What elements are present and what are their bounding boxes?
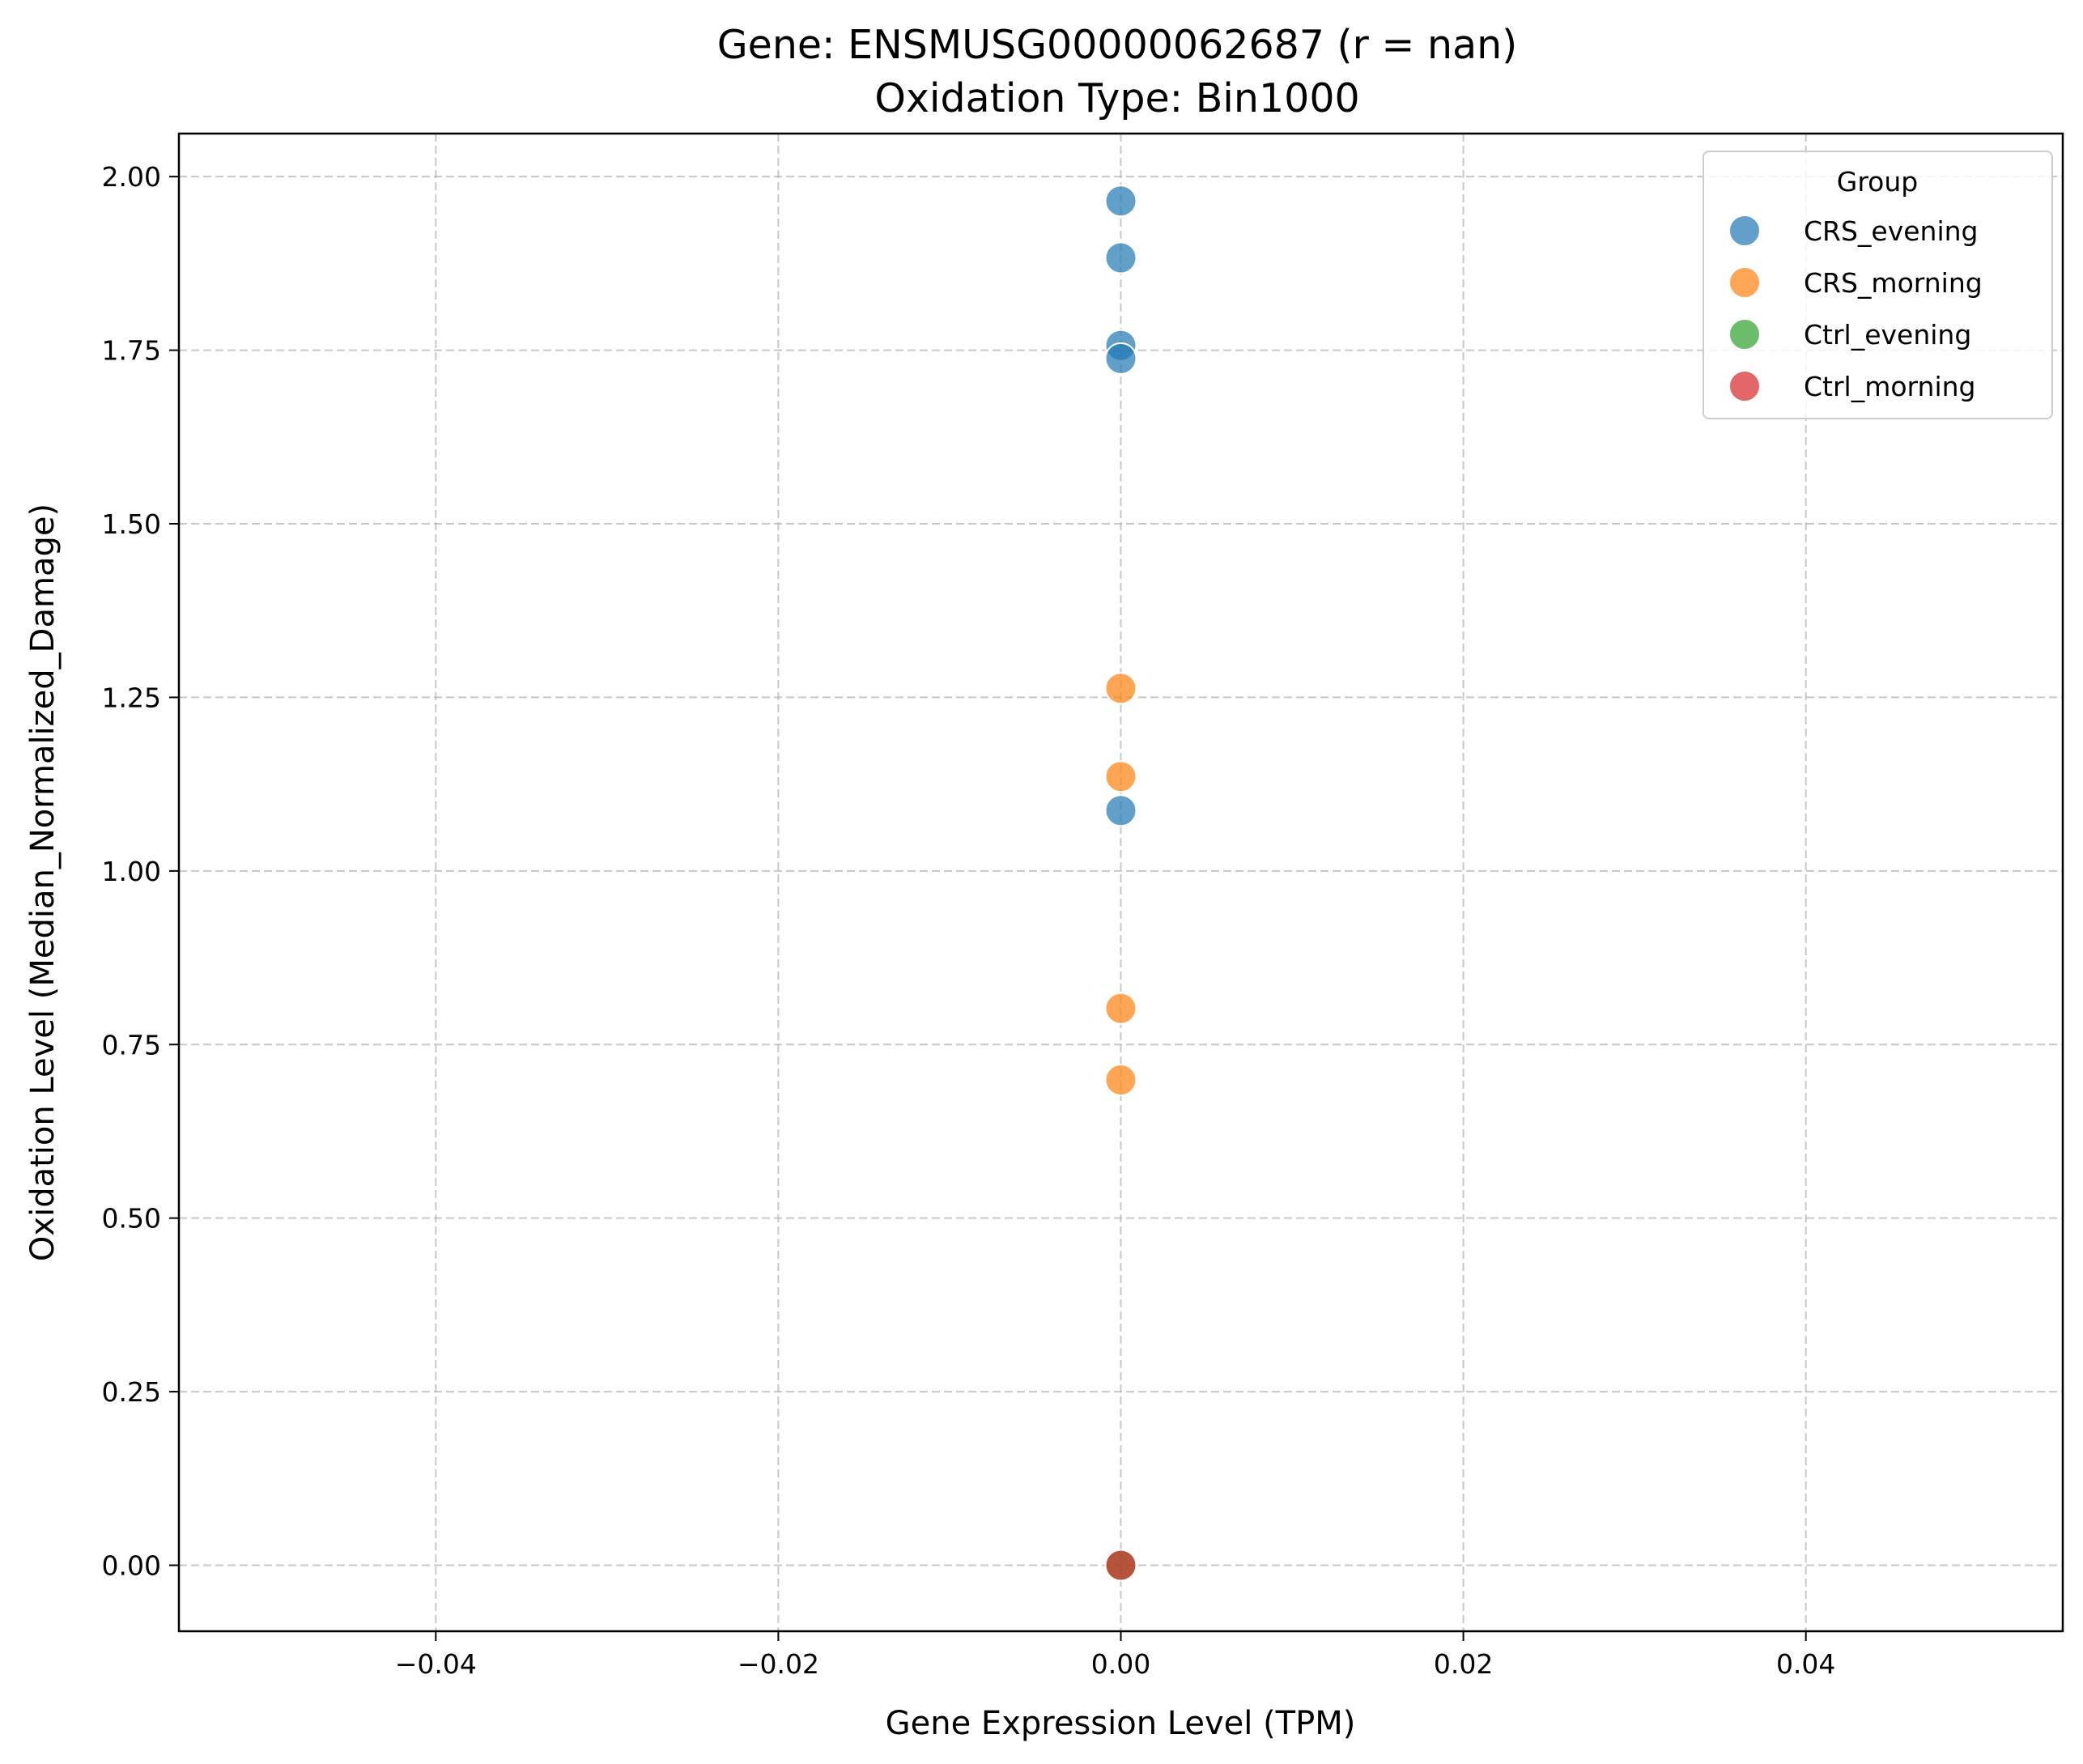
x-tick-label: 0.04: [1776, 1648, 1835, 1680]
legend-label: CRS_morning: [1804, 267, 1983, 299]
y-tick-label: 1.00: [102, 856, 161, 887]
data-point-crs-morning: [1104, 672, 1137, 705]
data-point-crs-morning: [1104, 1064, 1137, 1097]
y-tick-label: 0.25: [102, 1376, 161, 1408]
data-points: [1104, 185, 1137, 1582]
legend-title: Group: [1837, 166, 1918, 198]
data-point-crs-morning: [1104, 992, 1137, 1025]
y-tick-label: 0.75: [102, 1029, 161, 1061]
data-point-crs-evening: [1104, 241, 1137, 274]
data-point-crs-morning: [1104, 760, 1137, 793]
axis-ticks: −0.04 −0.02 0.00 0.02 0.04 0.00 0.25 0.50 0.75 1.…: [102, 161, 1836, 1680]
data-point-crs-evening: [1104, 794, 1137, 827]
x-tick-label: −0.04: [395, 1648, 477, 1680]
y-tick-label: 1.75: [102, 335, 161, 367]
legend-label: Ctrl_evening: [1804, 319, 1971, 351]
data-point-ctrl-morning: [1104, 1549, 1137, 1582]
y-tick-label: 1.25: [102, 682, 161, 713]
x-tick-label: 0.02: [1434, 1648, 1493, 1680]
legend-marker: [1728, 215, 1761, 247]
y-tick-label: 1.50: [102, 508, 161, 540]
legend: Group CRS_evening CRS_morning Ctrl_evening…: [1703, 151, 2053, 419]
legend-label: Ctrl_morning: [1804, 371, 1976, 402]
x-tick-label: −0.02: [738, 1648, 819, 1680]
y-tick-label: 2.00: [102, 161, 161, 193]
y-tick-label: 0.50: [102, 1203, 161, 1235]
y-axis-label: Oxidation Level (Median_Normalized_Damag…: [24, 504, 62, 1261]
legend-label: CRS_evening: [1804, 215, 1979, 247]
data-point-crs-evening: [1104, 342, 1137, 375]
chart-title: Gene: ENSMUSG00000062687 (r = nan): [717, 22, 1518, 68]
legend-marker: [1728, 370, 1761, 402]
legend-marker: [1728, 318, 1761, 351]
data-point-crs-evening: [1104, 185, 1137, 218]
x-tick-label: 0.00: [1091, 1648, 1150, 1680]
chart-subtitle: Oxidation Type: Bin1000: [874, 75, 1359, 121]
legend-marker: [1728, 266, 1761, 299]
legend-box: [1703, 151, 2053, 419]
legend-entries: CRS_evening CRS_morning Ctrl_evening Ctrl_m…: [1728, 215, 1983, 402]
y-tick-label: 0.00: [102, 1550, 161, 1582]
x-axis-label: Gene Expression Level (TPM): [886, 1705, 1356, 1742]
